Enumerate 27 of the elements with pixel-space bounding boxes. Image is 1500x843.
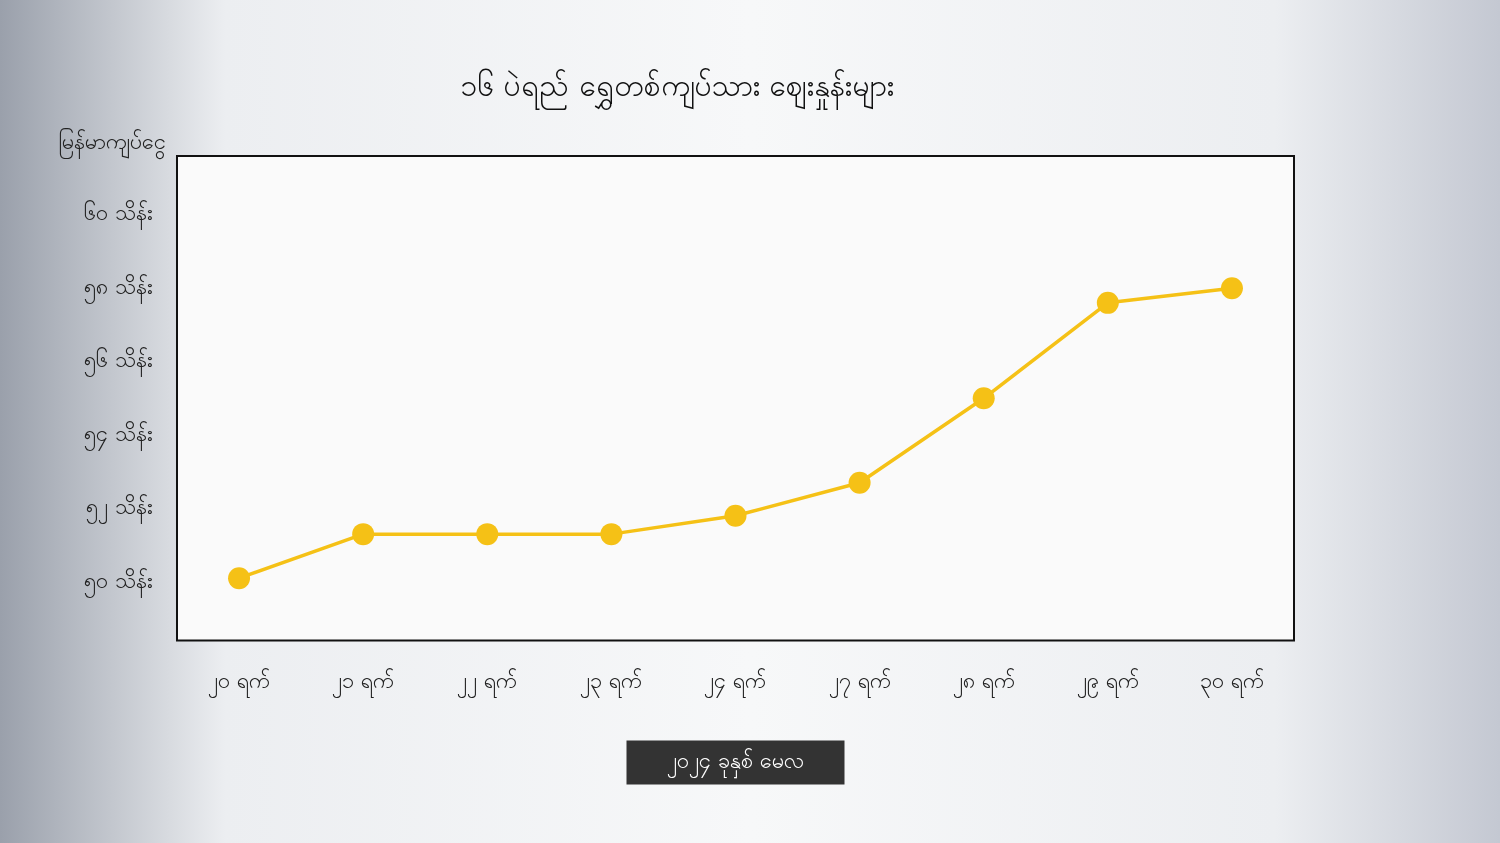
x-tick-label: ၂၉ ရက်	[1076, 667, 1139, 698]
point	[724, 504, 747, 527]
point	[228, 567, 251, 590]
x-tick-label: ၂၈ ရက်	[952, 667, 1015, 698]
point	[1220, 277, 1243, 300]
point	[972, 387, 995, 410]
point	[848, 471, 871, 494]
x-axis-title: ၂၀၂၄ ခုနှစ် မေလ	[667, 748, 804, 780]
point	[352, 523, 375, 546]
y-tick-label: ၆၀ သိန်း	[83, 200, 153, 231]
x-tick-label: ၂၇ ရက်	[828, 667, 891, 698]
y-axis-title: မြန်မာကျပ်ငွေ	[58, 127, 166, 160]
y-tick-label: ၅၆ သိန်း	[83, 347, 153, 378]
point	[476, 523, 499, 546]
chart-title: ၁၆ ပဲရည် ရွှေတစ်ကျပ်သား ဈေးနှုန်းများ	[459, 67, 895, 110]
x-tick-label: ၂၁ ရက်	[332, 667, 395, 698]
y-tick-label: ၅၈ သိန်း	[83, 273, 153, 304]
y-tick-label: ၅၂ သိန်း	[85, 494, 153, 525]
x-tick-label: ၂၃ ရက်	[580, 667, 643, 698]
y-tick-label: ၅၀ သိန်း	[83, 567, 153, 598]
x-tick-label: ၂၂ ရက်	[457, 667, 518, 698]
x-tick-label: ၃၀ ရက်	[1199, 667, 1264, 698]
x-tick-label: ၂၀ ရက်	[208, 667, 271, 698]
y-tick-label: ၅၄ သိန်း	[83, 420, 153, 451]
point	[600, 523, 623, 546]
x-tick-label: ၂၄ ရက်	[704, 667, 767, 698]
point	[1096, 291, 1119, 314]
